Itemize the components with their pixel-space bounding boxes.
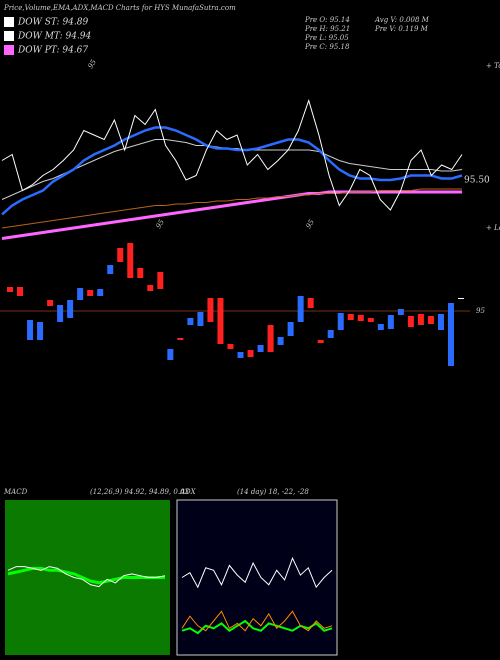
candle (447, 303, 454, 366)
legend-swatch (4, 17, 14, 27)
candle (247, 350, 254, 357)
panel-subtitle: (12,26,9) 94.92, 94.89, 0.03 (90, 488, 190, 496)
candle (287, 322, 294, 336)
candle (317, 340, 324, 343)
legend-label: DOW ST: 94.89 (17, 18, 88, 28)
series-line (181, 619, 333, 635)
candle (417, 314, 424, 325)
candle (297, 296, 304, 322)
candle (27, 320, 34, 340)
candle (87, 290, 94, 296)
candle (197, 312, 204, 326)
note: 95 (87, 58, 99, 70)
candle (97, 289, 104, 296)
candle (217, 298, 224, 344)
candle (357, 315, 364, 321)
info: Avg V: 0.008 M (374, 16, 430, 24)
note: 95 (155, 218, 167, 230)
legend-label: DOW MT: 94.94 (17, 32, 92, 42)
legend-swatch (4, 45, 14, 55)
series-line (1, 98, 463, 211)
info: Pre C: 95.18 (304, 43, 350, 51)
candle (257, 345, 264, 352)
candle (227, 344, 234, 349)
candle (307, 298, 314, 308)
y-tick-label: 95 (476, 307, 485, 315)
candle (347, 314, 354, 320)
chart-title: Price,Volume,EMA,ADX,MACD Charts for HYS… (3, 4, 236, 12)
candle (207, 298, 214, 322)
candle (107, 265, 114, 274)
info: Pre H: 95.21 (304, 25, 350, 33)
candle (337, 313, 344, 330)
candle (187, 318, 194, 325)
candle (167, 349, 174, 360)
candle (367, 318, 374, 322)
candle (267, 325, 274, 352)
candle (387, 315, 394, 329)
candle (7, 287, 13, 292)
candle (237, 352, 244, 358)
legend-swatch (4, 31, 14, 41)
candle (67, 300, 74, 318)
candle (437, 314, 444, 330)
series-line (1, 190, 462, 240)
candle (277, 337, 284, 345)
series-line (181, 556, 333, 589)
y-tick-label: 95.50 (464, 176, 490, 186)
candle (17, 287, 24, 296)
candle (57, 305, 64, 322)
adx-panel (176, 499, 338, 656)
info: Pre L: 95.05 (304, 34, 349, 42)
candle (37, 322, 44, 340)
candle (177, 338, 184, 340)
candle (137, 268, 144, 278)
panel-title: ADX (179, 488, 197, 496)
panel-subtitle: (14 day) 18, -22, -28 (237, 488, 309, 496)
note: 95 (305, 218, 317, 230)
candle (77, 288, 84, 300)
candle (327, 330, 334, 338)
candle (407, 316, 414, 327)
note: + Lowe (486, 224, 500, 232)
candle (458, 298, 464, 299)
legend-label: DOW PT: 94.67 (17, 46, 88, 56)
series-line (181, 610, 333, 632)
info: Pre V: 0.119 M (374, 25, 429, 33)
note: + Tope (486, 62, 500, 70)
series-line (7, 566, 166, 588)
series-line (1, 188, 462, 229)
candle (127, 243, 134, 278)
candle (117, 248, 124, 262)
candle (397, 309, 404, 315)
panel-title: MACD (3, 488, 28, 496)
candle (147, 285, 154, 291)
info: Pre O: 95.14 (304, 16, 350, 24)
candle (157, 272, 164, 289)
series-line (1, 126, 463, 216)
candle (47, 300, 54, 306)
candle (427, 316, 434, 324)
candle (377, 324, 384, 330)
